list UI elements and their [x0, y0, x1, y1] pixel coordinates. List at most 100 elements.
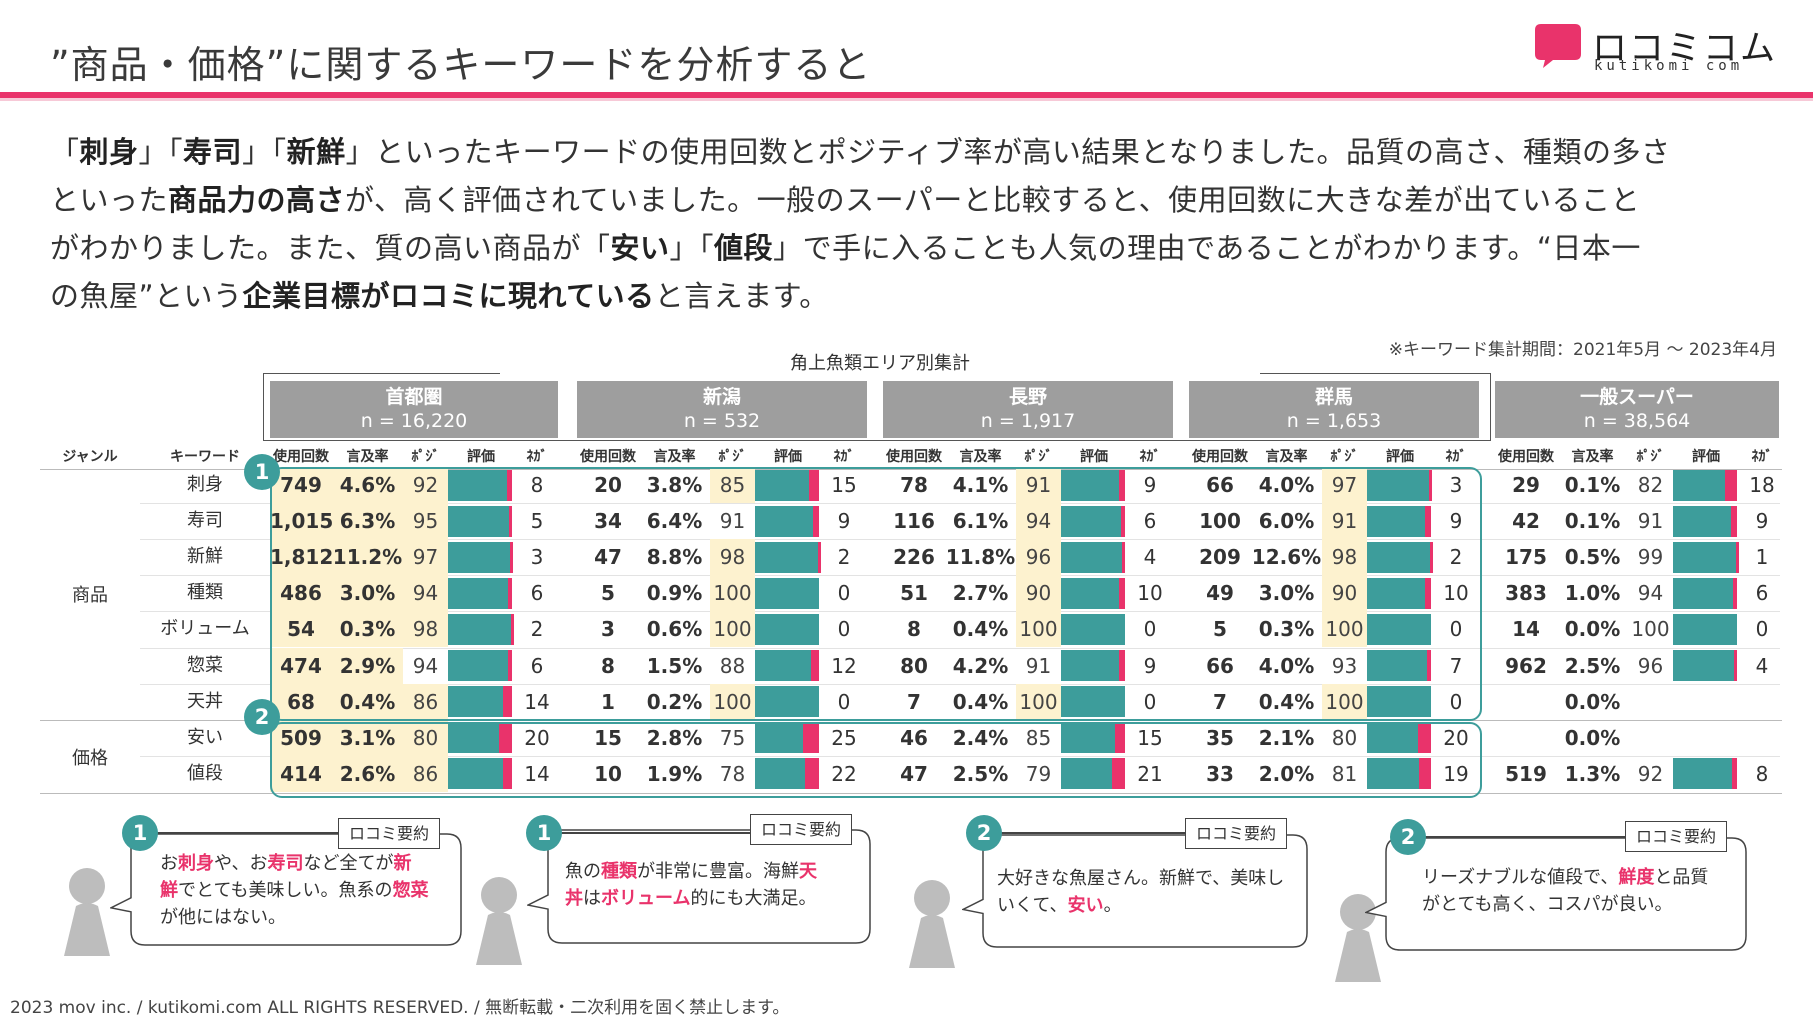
- review-badge: 1: [526, 815, 562, 851]
- cell-pos: 92: [1637, 761, 1664, 786]
- cell-rate: 2.9%: [332, 647, 403, 684]
- cell-pos: 98: [1322, 539, 1367, 576]
- eval-bar-positive: [1061, 505, 1121, 537]
- cell-count: 51: [900, 581, 928, 606]
- cell-pos: 82: [1637, 473, 1664, 497]
- cell-neg: 0: [1449, 617, 1463, 642]
- column-eval: 評価: [1692, 449, 1720, 465]
- cell-rate: 0.5%: [1564, 545, 1621, 570]
- cell-rate: 4.1%: [952, 473, 1009, 497]
- row-divider: [140, 611, 1780, 613]
- cell-count: 5: [601, 581, 615, 606]
- cell-count: 175: [1505, 545, 1547, 570]
- cell-count: 29: [1512, 473, 1540, 497]
- region-header: 新潟 n = 532: [577, 381, 867, 438]
- region-count: n = 16,220: [360, 410, 468, 432]
- column-rate: 言及率: [1265, 449, 1308, 465]
- cell-pos: 90: [1322, 575, 1367, 612]
- column-pos: ﾎﾟｼﾞ: [1024, 449, 1053, 465]
- cell-pos: 100: [710, 575, 755, 612]
- cell-count: 414: [270, 755, 332, 792]
- cell-rate: 6.0%: [1258, 509, 1315, 534]
- column-eval: 評価: [1386, 449, 1414, 465]
- eval-bar-positive: [1367, 722, 1418, 754]
- cell-rate: 3.0%: [332, 575, 403, 612]
- column-count: 使用回数: [1498, 449, 1554, 465]
- eval-bar-positive: [755, 577, 819, 609]
- cell-rate: 2.7%: [952, 581, 1009, 606]
- column-neg: ﾈｶﾞ: [1445, 449, 1467, 465]
- eval-bar-positive: [755, 541, 818, 573]
- footer-copyright: 2023 mov inc. / kutikomi.com ALL RIGHTS …: [10, 998, 790, 1018]
- cell-count: 42: [1512, 509, 1540, 534]
- column-eval: 評価: [774, 449, 802, 465]
- cell-rate: 3.0%: [1258, 581, 1315, 606]
- eval-bar-positive: [1673, 505, 1731, 537]
- cell-pos: 91: [719, 509, 746, 534]
- column-keyword: キーワード: [170, 449, 240, 465]
- cell-pos: 98: [710, 539, 755, 576]
- cell-neg: 6: [530, 581, 544, 606]
- row-divider: [140, 755, 1780, 757]
- column-eval: 評価: [1080, 449, 1108, 465]
- region-count: n = 1,917: [980, 410, 1076, 432]
- cell-rate: 2.6%: [332, 755, 403, 792]
- region-name: 群馬: [1314, 386, 1353, 408]
- cell-neg: 18: [1749, 473, 1775, 497]
- eval-bar-positive: [1367, 577, 1425, 609]
- eval-bar-negative: [818, 541, 821, 573]
- cell-pos: 78: [719, 761, 746, 786]
- cell-pos: 93: [1331, 653, 1358, 678]
- badge-connector: [156, 832, 338, 834]
- cell-count: 54: [270, 611, 332, 648]
- eval-bar-negative: [1419, 758, 1431, 790]
- cell-pos: 91: [1025, 653, 1052, 678]
- cell-rate: 11.8%: [945, 545, 1016, 570]
- cell-rate: 0.0%: [1564, 617, 1621, 642]
- logo-subtext: kutikomi com: [1594, 58, 1744, 74]
- region-count: n = 532: [683, 410, 761, 432]
- cell-neg: 0: [1143, 617, 1157, 642]
- column-rate: 言及率: [1571, 449, 1614, 465]
- genre-price: 価格: [72, 748, 108, 769]
- cell-count: 35: [1206, 725, 1234, 750]
- cell-neg: 20: [1443, 725, 1469, 750]
- eval-bar-negative: [811, 650, 819, 681]
- cell-neg: 2: [1449, 545, 1463, 570]
- cell-pos: 79: [1025, 761, 1052, 786]
- cell-count: 1,015: [270, 503, 333, 540]
- cell-count: 100: [1199, 509, 1241, 534]
- cell-neg: 25: [831, 725, 857, 750]
- cell-pos: 91: [1637, 509, 1664, 534]
- cell-count: 80: [900, 653, 928, 678]
- badge-1: 1: [244, 454, 280, 490]
- cell-count: 66: [1206, 473, 1234, 497]
- cell-rate: 1.3%: [1564, 761, 1621, 786]
- eval-bar-positive: [1673, 577, 1733, 609]
- eval-bar-negative: [511, 613, 514, 645]
- eval-bar-negative: [1734, 650, 1737, 681]
- eval-bar-positive: [448, 541, 510, 573]
- cell-count: 962: [1505, 653, 1547, 678]
- cell-rate: 0.2%: [646, 689, 703, 714]
- eval-bar-negative: [1430, 541, 1433, 573]
- cell-rate: 1.5%: [646, 653, 703, 678]
- eval-bar-positive: [1673, 469, 1725, 501]
- cell-pos: 96: [1016, 539, 1061, 576]
- column-neg: ﾈｶﾞ: [1139, 449, 1161, 465]
- eval-bar-positive: [1673, 650, 1734, 681]
- cell-neg: 9: [1143, 473, 1157, 497]
- cell-pos: 75: [719, 725, 746, 750]
- cell-rate: 0.1%: [1564, 473, 1621, 497]
- cell-pos: 90: [1016, 575, 1061, 612]
- cell-neg: 9: [1755, 509, 1769, 534]
- eval-bar-negative: [1425, 505, 1431, 537]
- region-header: 長野 n = 1,917: [883, 381, 1173, 438]
- row-divider: [140, 503, 1780, 505]
- column-pos: ﾎﾟｼﾞ: [1636, 449, 1665, 465]
- eval-bar-positive: [1061, 541, 1122, 573]
- row-divider: [140, 647, 1780, 649]
- eval-bar-positive: [1673, 613, 1737, 645]
- region-header: 首都圏 n = 16,220: [270, 381, 558, 438]
- highlight-box-price: [270, 722, 1482, 798]
